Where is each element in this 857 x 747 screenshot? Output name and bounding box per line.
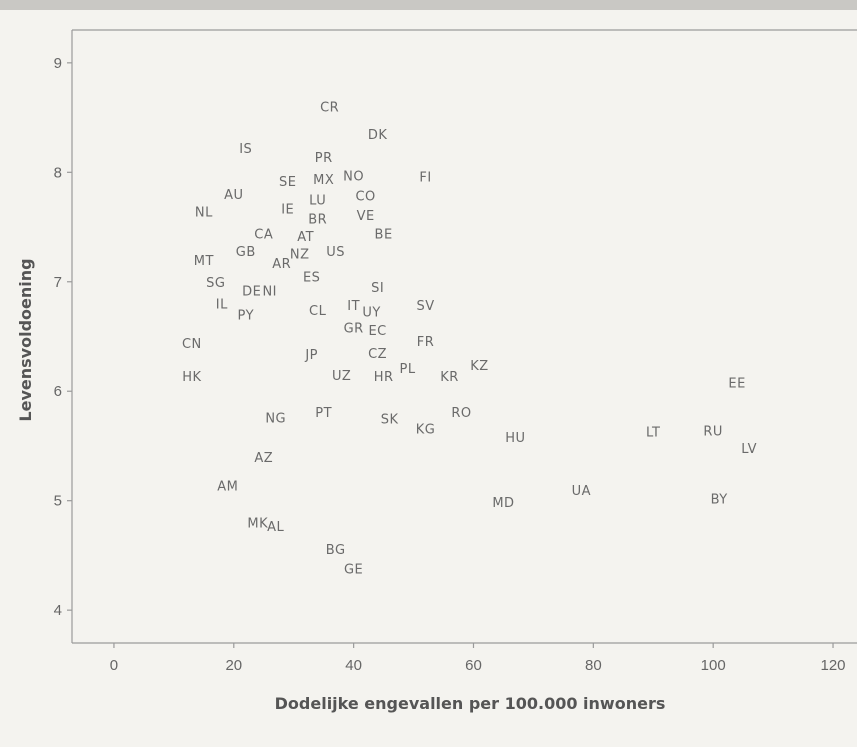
point-label-pt: PT <box>315 406 332 421</box>
y-axis-ticks: 4 5 6 7 8 9 <box>54 55 72 619</box>
y-tick-label: 7 <box>54 274 62 291</box>
point-label-gr: GR <box>344 322 364 337</box>
x-tick-label: 60 <box>465 657 482 674</box>
point-label-us: US <box>326 245 345 260</box>
x-tick-label: 40 <box>345 657 362 674</box>
point-label-at: AT <box>297 230 314 245</box>
top-border-strip <box>0 0 857 10</box>
point-label-kr: KR <box>440 370 459 385</box>
point-label-ge: GE <box>344 563 363 578</box>
point-label-by: BY <box>711 493 728 508</box>
point-label-hu: HU <box>505 431 525 446</box>
point-label-lv: LV <box>741 442 757 457</box>
point-label-lu: LU <box>309 194 326 209</box>
point-label-co: CO <box>355 189 375 204</box>
y-tick-label: 4 <box>54 602 62 619</box>
point-label-nz: NZ <box>290 247 310 262</box>
plot-frame <box>71 29 857 644</box>
point-label-kg: KG <box>416 422 436 437</box>
data-points: CR DK IS PR NO FI MX SE AU CO LU IE NL VE BR CA BE AT US GB… <box>182 101 757 578</box>
point-label-is: IS <box>239 142 252 157</box>
point-label-ar: AR <box>272 257 291 272</box>
x-tick-label: 20 <box>225 657 242 674</box>
point-label-it: IT <box>347 299 360 314</box>
y-tick-label: 6 <box>54 383 62 400</box>
point-label-hk: HK <box>182 370 201 385</box>
point-label-se: SE <box>279 175 296 190</box>
point-label-bg: BG <box>326 543 346 558</box>
point-label-br: BR <box>308 212 327 227</box>
point-label-ve: VE <box>357 209 375 224</box>
point-label-mx: MX <box>313 173 334 188</box>
point-label-uz: UZ <box>332 369 351 384</box>
y-axis-title: Levensvoldoening <box>16 258 35 421</box>
point-label-dk: DK <box>368 128 388 143</box>
point-label-lt: LT <box>646 426 660 441</box>
point-label-fr: FR <box>417 335 435 350</box>
point-label-kz: KZ <box>470 359 488 374</box>
point-label-sg: SG <box>206 276 225 291</box>
point-label-ru: RU <box>703 425 723 440</box>
point-label-cr: CR <box>320 101 339 116</box>
point-label-au: AU <box>224 188 243 203</box>
point-label-cn: CN <box>182 337 202 352</box>
point-label-ua: UA <box>572 484 591 499</box>
point-label-gb: GB <box>236 245 256 260</box>
point-label-jp: JP <box>304 348 318 363</box>
point-label-de: DE <box>242 285 261 300</box>
point-label-uy: UY <box>362 305 380 320</box>
point-label-ie: IE <box>281 202 294 217</box>
point-label-md: MD <box>492 496 514 511</box>
point-label-no: NO <box>343 170 364 185</box>
x-axis-ticks: 0 20 40 60 80 100 120 <box>110 643 846 674</box>
x-tick-label: 80 <box>585 657 602 674</box>
point-label-am: AM <box>217 479 238 494</box>
point-label-sk: SK <box>381 413 399 428</box>
point-label-az: AZ <box>254 451 273 466</box>
x-tick-label: 120 <box>821 657 846 674</box>
point-label-ec: EC <box>368 324 386 339</box>
x-tick-label: 100 <box>701 657 726 674</box>
point-label-es: ES <box>303 270 320 285</box>
point-label-cz: CZ <box>368 347 387 362</box>
point-label-ng: NG <box>265 412 286 427</box>
point-label-nl: NL <box>195 206 213 221</box>
point-label-ro: RO <box>451 406 471 421</box>
y-tick-label: 8 <box>54 164 62 181</box>
point-label-mk: MK <box>247 517 268 532</box>
point-label-cl: CL <box>309 304 327 319</box>
point-label-be: BE <box>375 228 393 243</box>
point-label-mt: MT <box>194 254 214 269</box>
y-tick-label: 5 <box>54 493 62 510</box>
point-label-sv: SV <box>416 299 434 314</box>
point-label-pl: PL <box>400 362 416 377</box>
x-tick-label: 0 <box>110 657 118 674</box>
point-label-il: IL <box>216 298 228 313</box>
y-tick-label: 9 <box>54 55 62 72</box>
point-label-al: AL <box>267 520 284 535</box>
point-label-fi: FI <box>419 171 431 186</box>
point-label-hr: HR <box>374 370 394 385</box>
point-label-ee: EE <box>728 376 745 391</box>
point-label-ca: CA <box>254 228 273 243</box>
x-axis-title: Dodelijke engevallen per 100.000 inwoner… <box>275 694 666 713</box>
point-label-si: SI <box>371 281 384 296</box>
point-label-ni: NI <box>262 285 277 300</box>
point-label-pr: PR <box>315 151 333 166</box>
point-label-py: PY <box>238 309 255 324</box>
